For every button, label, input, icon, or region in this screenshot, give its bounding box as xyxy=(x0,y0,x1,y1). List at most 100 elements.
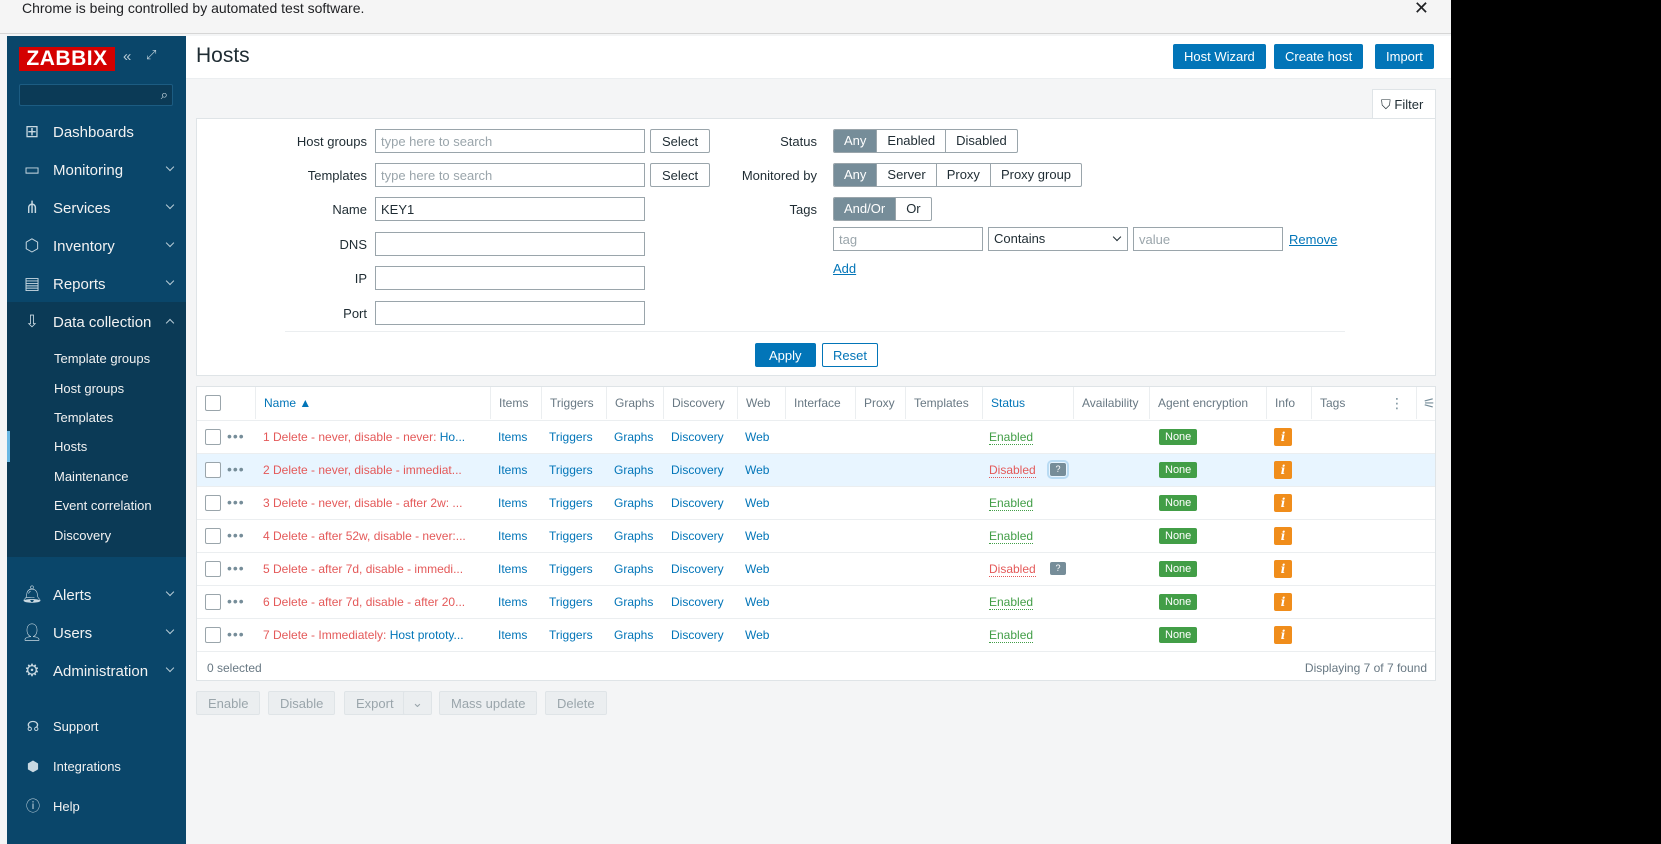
comment-icon[interactable]: ? xyxy=(1047,460,1069,479)
add-tag-link[interactable]: Add xyxy=(833,261,857,276)
discovery-link[interactable]: Discovery xyxy=(671,628,724,642)
discovery-link[interactable]: Discovery xyxy=(671,496,724,510)
import-button[interactable]: Import xyxy=(1375,44,1434,69)
tag-value-input[interactable] xyxy=(1133,227,1283,251)
ip-input[interactable] xyxy=(375,266,645,290)
submenu-event-correlation[interactable]: Event correlation xyxy=(54,498,152,513)
nav-users[interactable]: 👤︎ Users xyxy=(7,613,186,653)
status-toggle[interactable]: Enabled xyxy=(989,430,1034,445)
discovery-link[interactable]: Discovery xyxy=(671,463,724,477)
items-link[interactable]: Items xyxy=(498,496,528,510)
nav-integrations[interactable]: ⬢ Integrations xyxy=(7,746,186,786)
web-link[interactable]: Web xyxy=(745,529,770,543)
host-name[interactable]: 2 Delete - never, disable - immediat... xyxy=(263,454,487,486)
nav-reports[interactable]: ▤ Reports xyxy=(7,264,186,304)
host-name-prefix[interactable]: 4 Delete - after 52w, disable - never:..… xyxy=(263,529,466,543)
info-icon[interactable]: i xyxy=(1274,593,1292,611)
create-host-button[interactable]: Create host xyxy=(1274,44,1364,69)
tags-or[interactable]: Or xyxy=(906,201,921,216)
reset-button[interactable]: Reset xyxy=(822,343,878,367)
nav-dashboards[interactable]: ⊞ Dashboards xyxy=(7,112,186,152)
graphs-link[interactable]: Graphs xyxy=(614,595,654,609)
mass-update-button[interactable]: Mass update xyxy=(439,691,538,715)
collapse-sidebar-icon[interactable]: « xyxy=(123,48,132,65)
row-actions-icon[interactable]: ••• xyxy=(227,428,245,444)
status-toggle[interactable]: Enabled xyxy=(989,496,1034,511)
host-name-prefix[interactable]: 7 Delete - Immediately: xyxy=(263,628,390,642)
info-icon[interactable]: i xyxy=(1274,560,1292,578)
row-checkbox[interactable] xyxy=(205,594,221,610)
items-link[interactable]: Items xyxy=(498,529,528,543)
select-all-checkbox[interactable] xyxy=(205,395,221,411)
monitored-proxy-group[interactable]: Proxy group xyxy=(1000,167,1072,182)
nav-administration[interactable]: ⚙ Administration xyxy=(7,651,186,691)
status-toggle[interactable]: Enabled xyxy=(989,595,1034,610)
web-link[interactable]: Web xyxy=(745,430,770,444)
items-link[interactable]: Items xyxy=(498,562,528,576)
host-groups-select-button[interactable]: Select xyxy=(650,129,711,153)
submenu-templates[interactable]: Templates xyxy=(54,410,114,425)
nav-services[interactable]: ⋔ Services xyxy=(7,188,186,228)
nav-support[interactable]: ☊ Support xyxy=(7,706,186,746)
triggers-link[interactable]: Triggers xyxy=(549,628,593,642)
host-name-prefix[interactable]: 1 Delete - never, disable - never: xyxy=(263,430,440,444)
triggers-link[interactable]: Triggers xyxy=(549,463,593,477)
web-link[interactable]: Web xyxy=(745,463,770,477)
nav-inventory[interactable]: ⬡ Inventory xyxy=(7,226,186,266)
row-actions-icon[interactable]: ••• xyxy=(227,461,245,477)
graphs-link[interactable]: Graphs xyxy=(614,628,654,642)
status-enabled[interactable]: Enabled xyxy=(877,130,947,152)
triggers-link[interactable]: Triggers xyxy=(549,496,593,510)
host-name-prefix[interactable]: 6 Delete - after 7d, disable - after 20.… xyxy=(263,595,466,609)
info-icon[interactable]: i xyxy=(1274,428,1292,446)
submenu-host-groups[interactable]: Host groups xyxy=(54,381,125,396)
info-icon[interactable]: i xyxy=(1274,527,1292,545)
tags-and-or[interactable]: And/Or xyxy=(834,198,897,220)
apply-button[interactable]: Apply xyxy=(755,343,816,367)
status-toggle[interactable]: Disabled xyxy=(989,562,1036,577)
zabbix-logo[interactable]: ZABBIX xyxy=(19,47,115,71)
disable-button[interactable]: Disable xyxy=(268,691,336,715)
host-name-prefix[interactable]: 2 Delete - never, disable - immediat... xyxy=(263,463,462,477)
table-settings-icon[interactable]: ⚟ xyxy=(1416,387,1437,419)
templates-input[interactable] xyxy=(375,163,645,187)
sidebar-search-input[interactable]: ⌕ xyxy=(19,84,173,106)
submenu-discovery[interactable]: Discovery xyxy=(54,528,112,543)
column-header-status[interactable]: Status xyxy=(982,387,1025,419)
remove-tag-link[interactable]: Remove xyxy=(1289,232,1338,247)
status-toggle[interactable]: Enabled xyxy=(989,529,1034,544)
host-name[interactable]: 4 Delete - after 52w, disable - never:..… xyxy=(263,520,487,552)
web-link[interactable]: Web xyxy=(745,595,770,609)
discovery-link[interactable]: Discovery xyxy=(671,595,724,609)
triggers-link[interactable]: Triggers xyxy=(549,562,593,576)
host-name[interactable]: 1 Delete - never, disable - never: Ho... xyxy=(263,421,487,453)
delete-button[interactable]: Delete xyxy=(545,691,607,715)
nav-help[interactable]: ⓘ Help xyxy=(7,786,186,826)
host-name[interactable]: 5 Delete - after 7d, disable - immedi... xyxy=(263,553,487,585)
row-actions-icon[interactable]: ••• xyxy=(227,626,245,642)
web-link[interactable]: Web xyxy=(745,562,770,576)
row-checkbox[interactable] xyxy=(205,429,221,445)
discovery-link[interactable]: Discovery xyxy=(671,529,724,543)
filter-tab[interactable]: ⛉ Filter xyxy=(1372,89,1436,121)
submenu-template-groups[interactable]: Template groups xyxy=(54,351,151,366)
graphs-link[interactable]: Graphs xyxy=(614,562,654,576)
tag-input[interactable] xyxy=(833,227,983,251)
status-toggle[interactable]: Disabled xyxy=(989,463,1036,478)
kiosk-mode-icon[interactable]: ⤢ xyxy=(146,47,157,62)
monitored-proxy[interactable]: Proxy xyxy=(937,164,991,186)
items-link[interactable]: Items xyxy=(498,430,528,444)
close-icon[interactable]: ✕ xyxy=(1413,0,1429,18)
graphs-link[interactable]: Graphs xyxy=(614,430,654,444)
port-input[interactable] xyxy=(375,301,645,325)
dns-input[interactable] xyxy=(375,232,645,256)
export-dropdown-button[interactable]: ⌄ xyxy=(403,691,432,715)
tag-operator-select[interactable]: Contains xyxy=(988,227,1128,251)
host-name-suffix[interactable]: Host prototy... xyxy=(389,628,464,642)
info-icon[interactable]: i xyxy=(1274,626,1292,644)
host-name[interactable]: 7 Delete - Immediately: Host prototy... xyxy=(263,619,487,651)
triggers-link[interactable]: Triggers xyxy=(549,529,593,543)
row-checkbox[interactable] xyxy=(205,495,221,511)
discovery-link[interactable]: Discovery xyxy=(671,562,724,576)
host-groups-input[interactable] xyxy=(375,129,645,153)
